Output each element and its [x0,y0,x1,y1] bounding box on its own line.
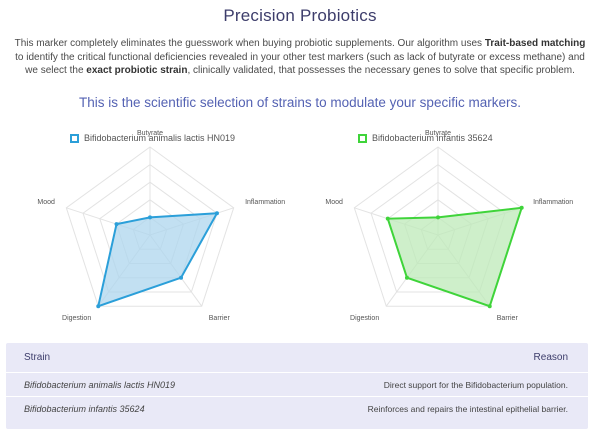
table-row: Bifidobacterium infantis 35624 Reinforce… [6,397,588,421]
radar-svg-hn019: Butyrate Inflammation Barrier Digestion Mood [37,130,285,322]
axis-label: Inflammation [533,199,573,206]
data-point[interactable] [404,275,409,280]
intro-paragraph: This marker completely eliminates the gu… [14,37,586,78]
reason-cell: Direct support for the Bifidobacterium p… [383,379,568,390]
legend-hn019[interactable]: Bifidobacterium animalis lactis HN019 [70,133,235,143]
series-area [96,212,219,308]
strain-cell: Bifidobacterium animalis lactis HN019 [24,379,176,390]
header-reason: Reason [533,352,568,363]
intro-text-2: to identify the critical functional defi… [15,51,585,77]
table-row: Bifidobacterium animalis lactis HN019 Di… [6,373,588,397]
grid-ring [82,163,218,293]
data-point[interactable] [148,215,152,220]
header-strain: Strain [24,352,51,363]
data-point[interactable] [436,215,440,220]
data-point[interactable] [179,275,184,280]
series-area [386,206,524,308]
strain-table: Strain Reason Bifidobacterium animalis l… [6,343,588,429]
axis-label: Digestion [62,315,91,322]
axis-label: Butyrate [137,130,163,137]
legend-label: Bifidobacterium animalis lactis HN019 [84,133,236,143]
data-point[interactable] [519,205,524,210]
intro-bold-exact-strain: exact probiotic strain [86,65,188,76]
data-point[interactable] [385,216,390,221]
page-title: Precision Probiotics [223,6,377,25]
data-point[interactable] [96,304,101,309]
legend-35624[interactable]: Bifidobacterium infantis 35624 [358,133,493,143]
intro-text-3: , clinically validated, that possesses t… [187,65,575,76]
reason-cell: Reinforces and repairs the intestinal ep… [367,404,568,414]
grid-ring [353,146,523,307]
axis-label: Inflammation [245,199,285,206]
intro-bold-trait-matching: Trait-based matching [484,38,586,49]
grid-ring [370,163,506,293]
axis-label: Mood [37,199,55,206]
legend-swatch [358,133,367,143]
radar-chart-hn019: Butyrate Inflammation Barrier Digestion Mood… [22,130,302,325]
legend-swatch [70,133,79,143]
legend-label: Bifidobacterium infantis 35624 [372,133,493,143]
data-point[interactable] [114,222,119,227]
grid-ring [65,146,235,307]
axis-label: Butyrate [425,130,451,137]
data-point[interactable] [214,211,219,216]
axis-label: Barrier [497,315,519,322]
radar-svg-35624: Butyrate Inflammation Barrier Digestion Mood [325,130,573,322]
intro-text-1: This marker completely eliminates the gu… [14,38,485,49]
axis-label: Barrier [209,315,231,322]
axis-label: Mood [325,199,343,206]
strain-cell: Bifidobacterium infantis 35624 [24,404,145,414]
table-header: Strain Reason [6,343,588,373]
axis-label: Digestion [350,315,379,322]
data-point[interactable] [487,304,492,309]
radar-chart-35624: Butyrate Inflammation Barrier Digestion Mood… [310,130,590,325]
section-subtitle: This is the scientific selection of stra… [79,95,521,110]
